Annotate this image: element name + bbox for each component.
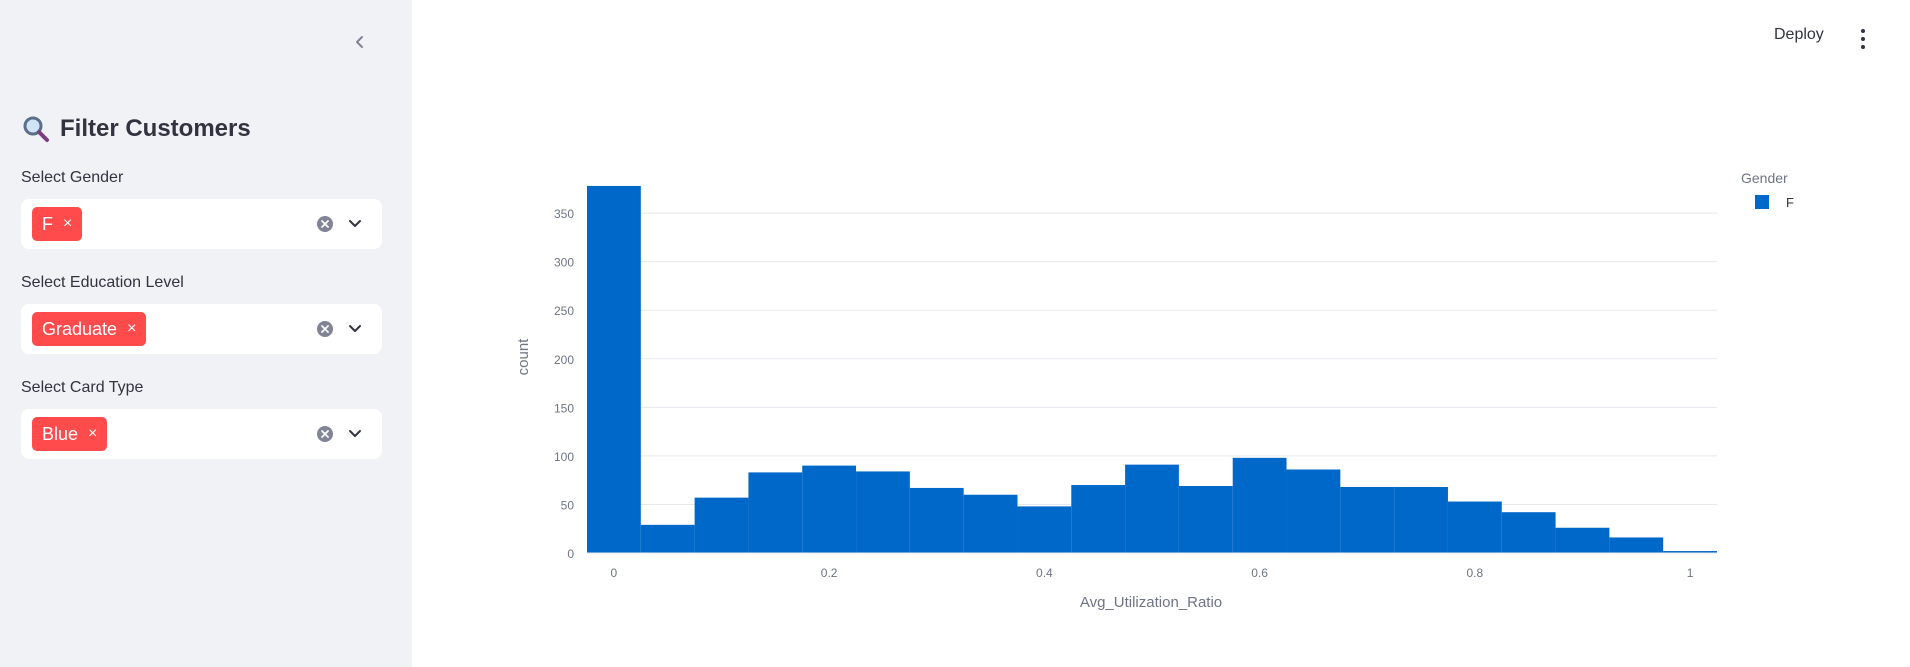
magnifier-icon xyxy=(23,116,49,142)
chart-legend: Gender F xyxy=(1741,170,1794,210)
card-type-tag: Blue × xyxy=(32,417,108,451)
histogram-bar[interactable] xyxy=(748,472,803,553)
histogram-bar[interactable] xyxy=(640,524,695,553)
y-tick-label: 200 xyxy=(554,353,574,367)
histogram-bar[interactable] xyxy=(1017,506,1072,553)
remove-tag-icon[interactable]: × xyxy=(63,215,73,232)
histogram-chart: 0 50 100 150 200 250 300 350 0 0.2 0.4 0.6 0.8 1 cou… xyxy=(515,170,1794,611)
histogram-bar[interactable] xyxy=(587,185,641,553)
chevron-down-icon[interactable] xyxy=(347,216,363,232)
education-select[interactable]: Graduate × xyxy=(21,304,382,354)
legend-label-f: F xyxy=(1786,195,1794,210)
histogram-bar[interactable] xyxy=(856,471,910,553)
x-axis-ticks: 0 0.2 0.4 0.6 0.8 1 xyxy=(611,566,1694,580)
education-tag-label: Graduate xyxy=(42,318,118,339)
sidebar-title: Filter Customers xyxy=(22,112,251,146)
legend-swatch-f xyxy=(1755,195,1769,209)
main-menu-button[interactable] xyxy=(1854,26,1872,52)
histogram-bar[interactable] xyxy=(1555,527,1610,553)
y-axis-label: count xyxy=(515,338,532,376)
collapse-sidebar-button[interactable] xyxy=(348,30,372,54)
education-filter-label: Select Education Level xyxy=(21,274,184,291)
menu-dot-icon xyxy=(1861,45,1865,49)
histogram-bar[interactable] xyxy=(963,494,1018,553)
y-tick-label: 250 xyxy=(554,304,574,318)
x-axis-label: Avg_Utilization_Ratio xyxy=(1080,594,1222,611)
histogram-bar[interactable] xyxy=(1125,464,1179,553)
sidebar-title-text: Filter Customers xyxy=(60,115,251,142)
card-type-select[interactable]: Blue × xyxy=(21,409,382,459)
histogram-bar[interactable] xyxy=(909,487,964,553)
x-tick-label: 0 xyxy=(611,566,618,580)
education-tag: Graduate × xyxy=(32,312,147,346)
sidebar: Filter Customers Select Gender F × Selec… xyxy=(0,0,412,667)
x-tick-label: 0.8 xyxy=(1467,566,1484,580)
remove-tag-icon[interactable]: × xyxy=(127,320,137,337)
y-tick-label: 350 xyxy=(554,207,574,221)
x-tick-label: 0.6 xyxy=(1251,566,1268,580)
histogram-bar[interactable] xyxy=(1286,469,1341,553)
histogram-bar[interactable] xyxy=(1663,551,1717,553)
y-axis-ticks: 0 50 100 150 200 250 300 350 xyxy=(554,207,574,561)
menu-dot-icon xyxy=(1861,29,1865,33)
histogram-bar[interactable] xyxy=(1340,486,1395,553)
clear-icon[interactable] xyxy=(316,425,334,443)
histogram-bar[interactable] xyxy=(1232,457,1287,553)
chart-bars xyxy=(587,185,1717,554)
chevron-down-icon[interactable] xyxy=(347,426,363,442)
x-tick-label: 0.4 xyxy=(1036,566,1053,580)
remove-tag-icon[interactable]: × xyxy=(88,425,98,442)
clear-icon[interactable] xyxy=(316,320,334,338)
deploy-button[interactable]: Deploy xyxy=(1774,26,1824,43)
histogram-bar[interactable] xyxy=(1394,486,1448,553)
histogram-bar[interactable] xyxy=(1447,501,1502,553)
gender-tag-label: F xyxy=(42,213,53,234)
card-type-filter-label: Select Card Type xyxy=(21,379,144,396)
chevron-left-icon xyxy=(356,36,363,48)
clear-icon[interactable] xyxy=(316,215,334,233)
histogram-bar[interactable] xyxy=(802,465,857,553)
y-tick-label: 0 xyxy=(567,547,574,561)
histogram-bar[interactable] xyxy=(1178,485,1233,553)
x-tick-label: 1 xyxy=(1687,566,1694,580)
y-tick-label: 100 xyxy=(554,450,574,464)
gender-filter-label: Select Gender xyxy=(21,169,124,186)
histogram-bar[interactable] xyxy=(694,497,749,553)
y-tick-label: 300 xyxy=(554,256,574,270)
gender-select[interactable]: F × xyxy=(21,199,382,249)
histogram-bar[interactable] xyxy=(1071,485,1126,553)
card-type-tag-label: Blue xyxy=(42,423,79,444)
menu-dot-icon xyxy=(1861,37,1865,41)
histogram-bar[interactable] xyxy=(1609,537,1664,553)
y-tick-label: 150 xyxy=(554,401,574,415)
gender-tag: F × xyxy=(32,207,83,241)
y-tick-label: 50 xyxy=(561,498,575,512)
legend-title: Gender xyxy=(1741,170,1788,186)
histogram-bar[interactable] xyxy=(1501,512,1556,553)
chevron-down-icon[interactable] xyxy=(347,321,363,337)
x-tick-label: 0.2 xyxy=(821,566,838,580)
